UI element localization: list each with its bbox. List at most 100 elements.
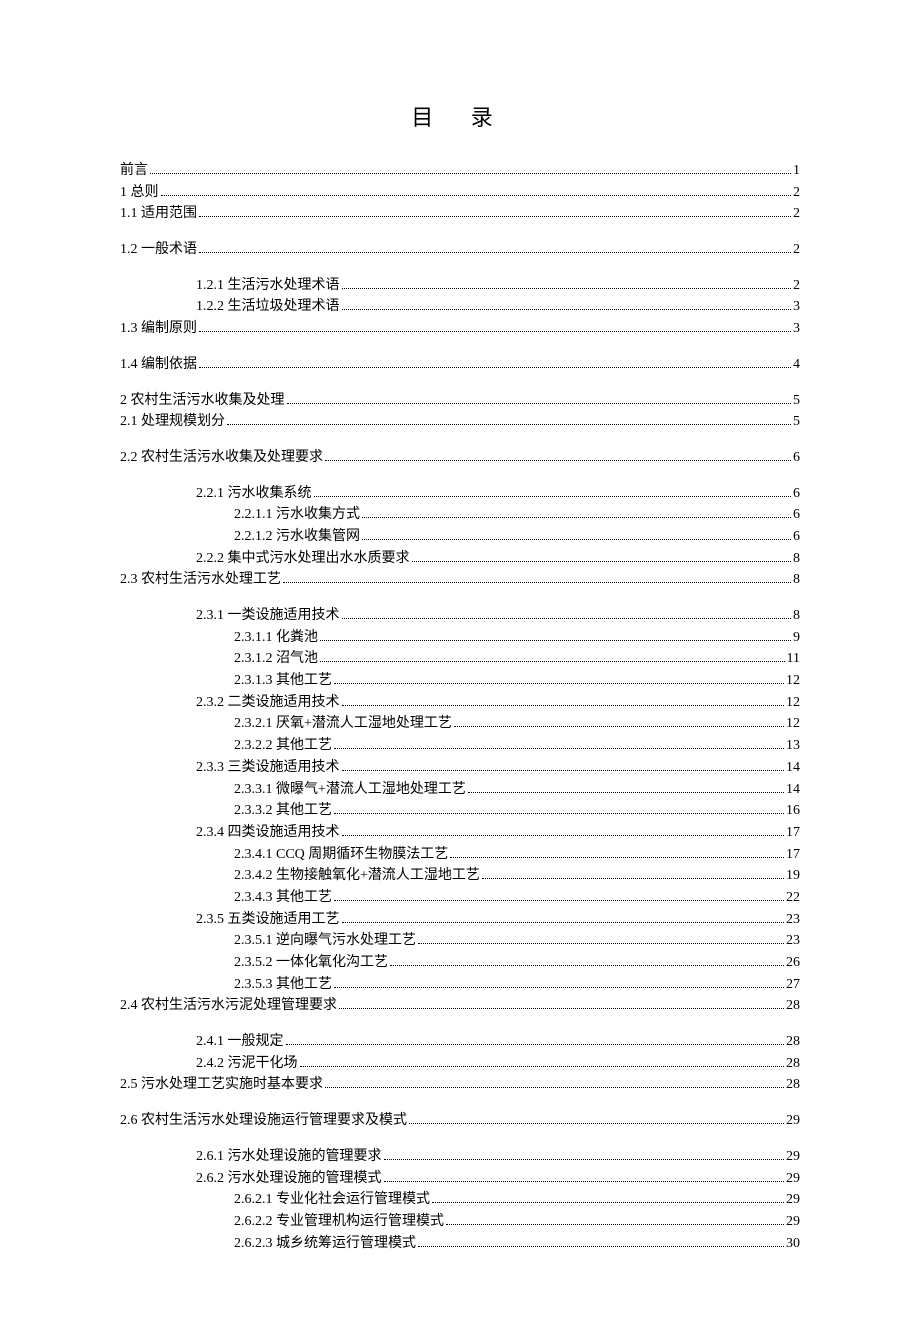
toc-leader-dots (390, 965, 784, 966)
toc-entry: 2.6.2.2 专业管理机构运行管理模式29 (234, 1211, 800, 1233)
toc-entry-label: 2.3.1.3 其他工艺 (234, 670, 332, 692)
toc-entry: 2.6.2 污水处理设施的管理模式29 (196, 1168, 800, 1190)
toc-entry-page: 1 (793, 160, 800, 182)
toc-entry: 2.4 农村生活污水污泥处理管理要求28 (120, 995, 800, 1017)
toc-entry-label: 1.4 编制依据 (120, 354, 197, 376)
toc-entry-page: 30 (786, 1233, 800, 1255)
toc-leader-dots (325, 460, 791, 461)
toc-entry: 2.3.2 二类设施适用技术 12 (196, 692, 800, 714)
toc-entry: 2.3.5.2 一体化氧化沟工艺 26 (234, 952, 800, 974)
toc-entry-page: 6 (793, 526, 800, 548)
toc-entry-page: 8 (793, 605, 800, 627)
toc-entry-label: 2.6 农村生活污水处理设施运行管理要求及模式 (120, 1110, 407, 1132)
toc-entry-label: 2.3.4.3 其他工艺 (234, 887, 332, 909)
toc-leader-dots (314, 496, 792, 497)
toc-leader-dots (342, 835, 785, 836)
toc-entry-page: 4 (793, 354, 800, 376)
toc-entry-page: 3 (793, 318, 800, 340)
toc-entry: 2.3.3.1 微曝气+潜流人工湿地处理工艺14 (234, 779, 800, 801)
toc-leader-dots (227, 424, 791, 425)
toc-entry: 1.3 编制原则3 (120, 318, 800, 340)
toc-leader-dots (286, 1044, 785, 1045)
toc-entry-label: 2.3.5.3 其他工艺 (234, 974, 332, 996)
toc-entry: 2.3.5 五类设施适用工艺 23 (196, 909, 800, 931)
toc-entry-label: 2.3.4 四类设施适用技术 (196, 822, 340, 844)
toc-entry: 1.2 一般术语2 (120, 239, 800, 261)
toc-leader-dots (482, 878, 784, 879)
toc-entry-page: 29 (786, 1146, 800, 1168)
toc-entry-page: 9 (793, 627, 800, 649)
toc-leader-dots (454, 726, 784, 727)
toc-entry-label: 1 总则 (120, 182, 159, 204)
toc-leader-dots (342, 705, 785, 706)
toc-entry-label: 2.6.2 污水处理设施的管理模式 (196, 1168, 382, 1190)
toc-entry-label: 2.3.3.2 其他工艺 (234, 800, 332, 822)
toc-entry-label: 2.4.1 一般规定 (196, 1031, 284, 1053)
toc-entry-label: 2.4 农村生活污水污泥处理管理要求 (120, 995, 337, 1017)
toc-entry: 2.2.2 集中式污水处理出水水质要求8 (196, 548, 800, 570)
toc-leader-dots (325, 1087, 784, 1088)
toc-entry-label: 2.3.3 三类设施适用技术 (196, 757, 340, 779)
toc-leader-dots (342, 922, 785, 923)
toc-leader-dots (320, 640, 791, 641)
toc-entry: 2.3.3.2 其他工艺 16 (234, 800, 800, 822)
toc-entry-label: 2.2.1.1 污水收集方式 (234, 504, 360, 526)
toc-entry-page: 6 (793, 504, 800, 526)
toc-entry-label: 2.3.5.1 逆向曝气污水处理工艺 (234, 930, 416, 952)
toc-entry: 2.2.1 污水收集系统 6 (196, 483, 800, 505)
toc-entry-page: 12 (786, 692, 800, 714)
toc-entry: 2.3.5.3 其他工艺27 (234, 974, 800, 996)
toc-entry-page: 23 (786, 909, 800, 931)
toc-entry-label: 2.4.2 污泥干化场 (196, 1053, 298, 1075)
toc-leader-dots (339, 1008, 784, 1009)
toc-entry-label: 2.2.2 集中式污水处理出水水质要求 (196, 548, 410, 570)
toc-entry-label: 2.6.2.3 城乡统筹运行管理模式 (234, 1233, 416, 1255)
toc-entry-page: 16 (786, 800, 800, 822)
toc-entry: 2.3.4.1 CCQ 周期循环生物膜法工艺17 (234, 844, 800, 866)
toc-entry: 1.2.2 生活垃圾处理术语3 (196, 296, 800, 318)
toc-leader-dots (199, 252, 791, 253)
toc-entry-label: 2.6.2.1 专业化社会运行管理模式 (234, 1189, 430, 1211)
toc-entry-label: 2.3.1.1 化粪池 (234, 627, 318, 649)
toc-entry: 2.6 农村生活污水处理设施运行管理要求及模式29 (120, 1110, 800, 1132)
toc-entry: 2.3.2.2 其他工艺13 (234, 735, 800, 757)
toc-leader-dots (342, 309, 792, 310)
toc-leader-dots (342, 288, 792, 289)
toc-entry-label: 2.3.2 二类设施适用技术 (196, 692, 340, 714)
toc-entry-page: 6 (793, 483, 800, 505)
toc-entry-label: 前言 (120, 160, 148, 182)
toc-entry-label: 2.2.1 污水收集系统 (196, 483, 312, 505)
toc-entry-page: 3 (793, 296, 800, 318)
toc-entry-page: 28 (786, 1053, 800, 1075)
toc-entry: 2.2 农村生活污水收集及处理要求6 (120, 447, 800, 469)
toc-entry: 前言 1 (120, 160, 800, 182)
toc-entry-page: 28 (786, 1074, 800, 1096)
toc-leader-dots (334, 900, 784, 901)
toc-leader-dots (334, 683, 784, 684)
toc-entry-page: 14 (786, 779, 800, 801)
toc-entry-label: 2.3.5 五类设施适用工艺 (196, 909, 340, 931)
toc-entry: 2.5 污水处理工艺实施时基本要求28 (120, 1074, 800, 1096)
toc-leader-dots (334, 987, 784, 988)
toc-list: 前言11 总则21.1 适用范围21.2 一般术语21.2.1 生活污水处理术语… (120, 160, 800, 1254)
toc-entry-page: 23 (786, 930, 800, 952)
toc-leader-dots (384, 1181, 785, 1182)
toc-entry: 2.2.1.1 污水收集方式 6 (234, 504, 800, 526)
toc-entry-label: 2.3.1.2 沼气池 (234, 648, 318, 670)
toc-entry-label: 2 农村生活污水收集及处理 (120, 390, 285, 412)
toc-leader-dots (199, 331, 791, 332)
toc-entry: 2.3.5.1 逆向曝气污水处理工艺 23 (234, 930, 800, 952)
toc-entry: 2.2.1.2 污水收集管网6 (234, 526, 800, 548)
toc-entry-page: 2 (793, 182, 800, 204)
toc-entry-label: 2.6.1 污水处理设施的管理要求 (196, 1146, 382, 1168)
toc-entry-label: 1.2.1 生活污水处理术语 (196, 275, 340, 297)
toc-entry: 2.3.4 四类设施适用技术17 (196, 822, 800, 844)
toc-entry-page: 26 (786, 952, 800, 974)
toc-entry-page: 2 (793, 275, 800, 297)
toc-entry: 2.4.2 污泥干化场 28 (196, 1053, 800, 1075)
toc-entry-page: 29 (786, 1189, 800, 1211)
toc-entry: 2.3.1.1 化粪池 9 (234, 627, 800, 649)
toc-leader-dots (199, 216, 791, 217)
toc-entry: 2.3.1.3 其他工艺12 (234, 670, 800, 692)
toc-entry-label: 2.3.5.2 一体化氧化沟工艺 (234, 952, 388, 974)
